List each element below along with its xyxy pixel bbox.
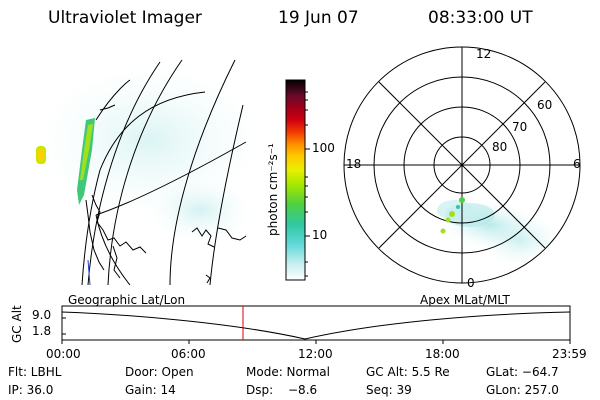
status-dsp-label: Dsp:	[246, 383, 274, 397]
status-seq: Seq: 39	[366, 383, 412, 397]
status-glat: GLat: −64.7	[486, 365, 559, 379]
lat-label-60: 60	[537, 98, 553, 112]
geographic-map	[36, 59, 260, 286]
status-ip: IP: 36.0	[8, 383, 54, 397]
x-tick-2359: 23:59	[552, 347, 587, 361]
x-tick-0600: 06:00	[171, 347, 206, 361]
time-label: 08:33:00 UT	[428, 8, 533, 28]
colorbar	[285, 79, 310, 281]
instrument-title: Ultraviolet Imager	[48, 8, 202, 28]
altitude-ytick-1.8: 1.8	[32, 324, 52, 338]
altitude-curve	[61, 311, 571, 340]
x-tick-0000: 00:00	[46, 347, 81, 361]
colorbar-tick-100: 100	[312, 141, 335, 155]
altitude-ytick-9: 9.0	[32, 308, 52, 322]
mlt-label-18: 18	[346, 157, 362, 171]
status-door: Door: Open	[125, 365, 194, 379]
mlt-label-6: 6	[573, 157, 581, 171]
altitude-ylabel: GC Alt	[10, 305, 24, 343]
status-glon: GLon: 257.0	[486, 383, 559, 397]
status-mode: Mode: Normal	[246, 365, 330, 379]
altitude-plot	[61, 305, 571, 344]
apex-panel-label: Apex MLat/MLT	[420, 293, 510, 307]
mlt-label-0: 0	[467, 276, 475, 290]
status-gain: Gain: 14	[125, 383, 176, 397]
lat-label-80: 80	[492, 140, 508, 154]
status-dsp-value: −8.6	[288, 383, 318, 397]
mlt-label-12: 12	[476, 47, 492, 61]
colorbar-tick-10: 10	[312, 228, 328, 242]
status-gc-alt: GC Alt: 5.5 Re	[366, 365, 450, 379]
status-flt: Flt: LBHL	[8, 365, 62, 379]
geographic-panel-label: Geographic Lat/Lon	[68, 293, 186, 307]
colorbar-unit-label: photon cm⁻²s⁻¹	[266, 143, 280, 236]
polar-plot	[343, 46, 581, 284]
x-tick-1800: 18:00	[425, 347, 460, 361]
date-label: 19 Jun 07	[278, 8, 359, 28]
x-tick-1200: 12:00	[298, 347, 333, 361]
lat-label-70: 70	[512, 120, 528, 134]
